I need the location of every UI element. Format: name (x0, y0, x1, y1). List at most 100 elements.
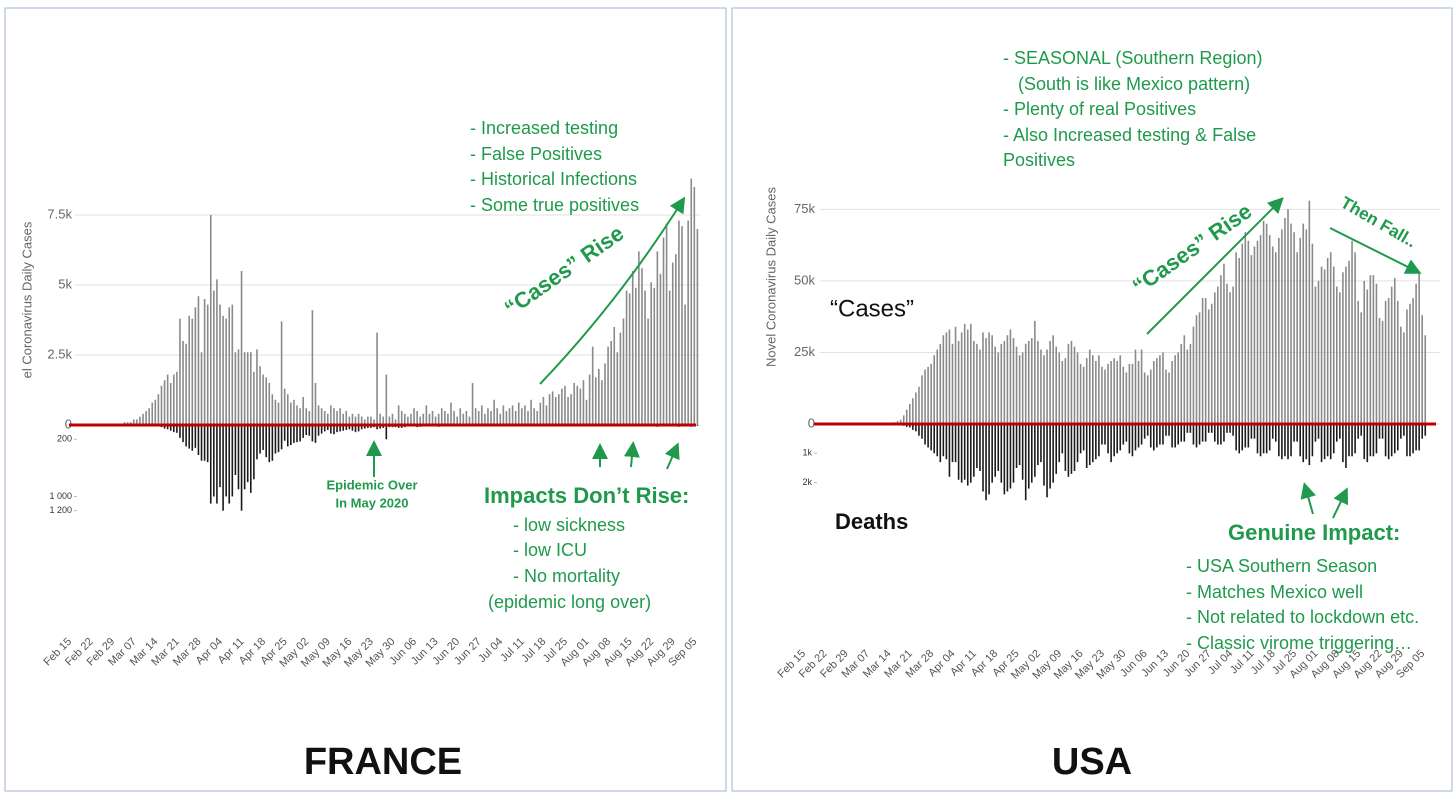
bar (933, 355, 935, 424)
bar (1138, 361, 1140, 424)
bar (1403, 332, 1405, 424)
annotation: - False Positives (470, 144, 602, 164)
bar (1211, 304, 1213, 424)
bar (265, 377, 267, 425)
bar (985, 338, 987, 424)
annotation: - USA Southern Season (1186, 556, 1377, 576)
bar (1269, 424, 1271, 450)
bar (1187, 350, 1189, 424)
bar (933, 424, 935, 453)
bar (1202, 298, 1204, 424)
bar (952, 424, 954, 462)
bar (570, 394, 572, 425)
bar (1235, 424, 1237, 450)
bar (647, 319, 649, 425)
bar (1382, 321, 1384, 424)
bar (238, 349, 240, 425)
bar (1342, 424, 1344, 462)
bar (672, 263, 674, 425)
bar (1409, 424, 1411, 456)
bar (463, 414, 465, 425)
bar (1071, 341, 1073, 424)
bar (949, 424, 951, 477)
bar (1019, 424, 1021, 465)
bar (1104, 424, 1106, 445)
bar (1028, 424, 1030, 489)
bar (161, 386, 163, 425)
bar (487, 408, 489, 425)
bar (222, 316, 224, 425)
bar (1205, 424, 1207, 442)
bar (1040, 350, 1042, 424)
bar (1318, 281, 1320, 424)
bar (598, 369, 600, 425)
bar (991, 424, 993, 483)
bar (1406, 310, 1408, 425)
bar (1238, 424, 1240, 453)
bar (1293, 232, 1295, 424)
bar (324, 411, 326, 425)
bar (1220, 275, 1222, 424)
bar (1174, 424, 1176, 447)
bar (613, 327, 615, 425)
bar (1217, 287, 1219, 424)
bar (924, 424, 926, 445)
bar (915, 393, 917, 424)
bar (1309, 201, 1311, 424)
bar (376, 333, 378, 425)
bar (1284, 218, 1286, 424)
bar (216, 425, 218, 504)
bar (1077, 352, 1079, 424)
bar (1254, 424, 1256, 439)
bar (1177, 424, 1179, 445)
bar (1095, 361, 1097, 424)
bar (195, 307, 197, 425)
bar (1135, 350, 1137, 424)
bar (432, 411, 434, 425)
bar (151, 403, 153, 425)
bar (496, 408, 498, 425)
bar (207, 425, 209, 462)
bar (1406, 424, 1408, 456)
bar (1373, 424, 1375, 456)
bar (1327, 424, 1329, 456)
bar (1351, 424, 1353, 456)
bar (623, 319, 625, 425)
bar (1049, 424, 1051, 489)
bar (1421, 424, 1423, 439)
bar (1266, 424, 1268, 453)
bar (207, 305, 209, 425)
bar (936, 424, 938, 456)
bar (1373, 275, 1375, 424)
bar (201, 352, 203, 425)
series-label: “Cases” (830, 295, 914, 322)
bar (259, 366, 261, 425)
bar (188, 425, 190, 449)
annotation: (epidemic long over) (488, 592, 651, 612)
annotation: - Also Increased testing & False (1003, 125, 1256, 145)
y-tick-label: 50k (794, 272, 815, 287)
bar (1196, 315, 1198, 424)
bar (1165, 370, 1167, 424)
bar (330, 405, 332, 425)
bar (927, 367, 929, 424)
bar (429, 414, 431, 425)
bar (1010, 424, 1012, 489)
bar (967, 330, 969, 424)
bar (1336, 424, 1338, 442)
bar (1321, 267, 1323, 424)
bar (179, 425, 181, 438)
bar (1272, 424, 1274, 439)
bar (1223, 424, 1225, 442)
bar (182, 341, 184, 425)
bar (573, 383, 575, 425)
arrow (667, 446, 677, 469)
bar (235, 352, 237, 425)
bar (459, 408, 461, 425)
y2-tick-label: 1 200 (49, 505, 72, 515)
y2-tick-label: 2k (802, 477, 812, 487)
annotation: - low sickness (513, 515, 625, 535)
bar (1263, 424, 1265, 453)
